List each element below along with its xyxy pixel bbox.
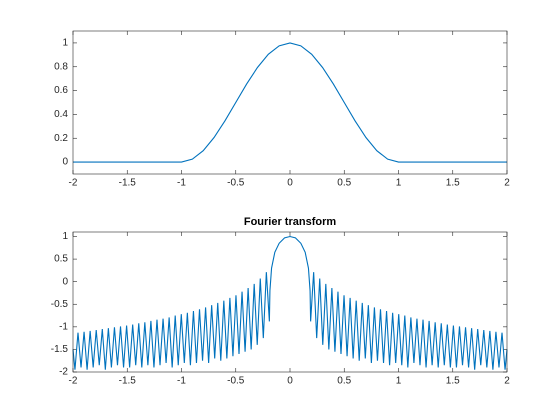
y-tick-label: 1 [62, 38, 68, 49]
x-tick-label: -2 [69, 376, 78, 387]
y-tick-label: -1 [59, 321, 68, 332]
y-tick-label: 0.2 [54, 133, 68, 144]
y-tick-label: 0.6 [54, 85, 68, 96]
line [73, 42, 507, 163]
y-tick-label: -0.5 [51, 299, 69, 310]
x-tick-label: -2 [69, 178, 78, 189]
y-tick-label: 0.5 [54, 254, 68, 265]
y-tick-label: 1 [62, 231, 68, 242]
x-tick-label: -1.5 [119, 376, 137, 387]
x-tick-label: 1 [396, 376, 402, 387]
x-tick-label: 0 [287, 376, 293, 387]
y-tick-label: 0 [62, 276, 68, 287]
axes-box [72, 231, 508, 373]
x-tick-label: -1 [177, 376, 186, 387]
axes-background [73, 232, 507, 372]
x-tick-label: 2 [504, 376, 510, 387]
x-tick-label: 1.5 [446, 376, 460, 387]
x-tick-label: 1 [396, 178, 402, 189]
axes-background [73, 31, 507, 174]
y-tick-label: 0 [62, 157, 68, 168]
axes-box [72, 30, 508, 175]
x-tick-label: 0.5 [337, 376, 351, 387]
x-tick-label: 0 [287, 178, 293, 189]
x-tick-label: -0.5 [227, 178, 245, 189]
x-tick-label: 2 [504, 178, 510, 189]
x-tick-label: -1.5 [119, 178, 137, 189]
x-tick-label: 0.5 [337, 178, 351, 189]
x-tick-label: -0.5 [227, 376, 245, 387]
x-tick-label: -1 [177, 178, 186, 189]
y-tick-label: 0.4 [54, 109, 68, 120]
y-tick-label: -2 [59, 367, 68, 378]
x-tick-label: 1.5 [446, 178, 460, 189]
line [72, 235, 508, 370]
y-tick-label: -1.5 [51, 344, 69, 355]
y-tick-label: 0.8 [54, 61, 68, 72]
chart-title: Fourier transform [244, 216, 337, 228]
